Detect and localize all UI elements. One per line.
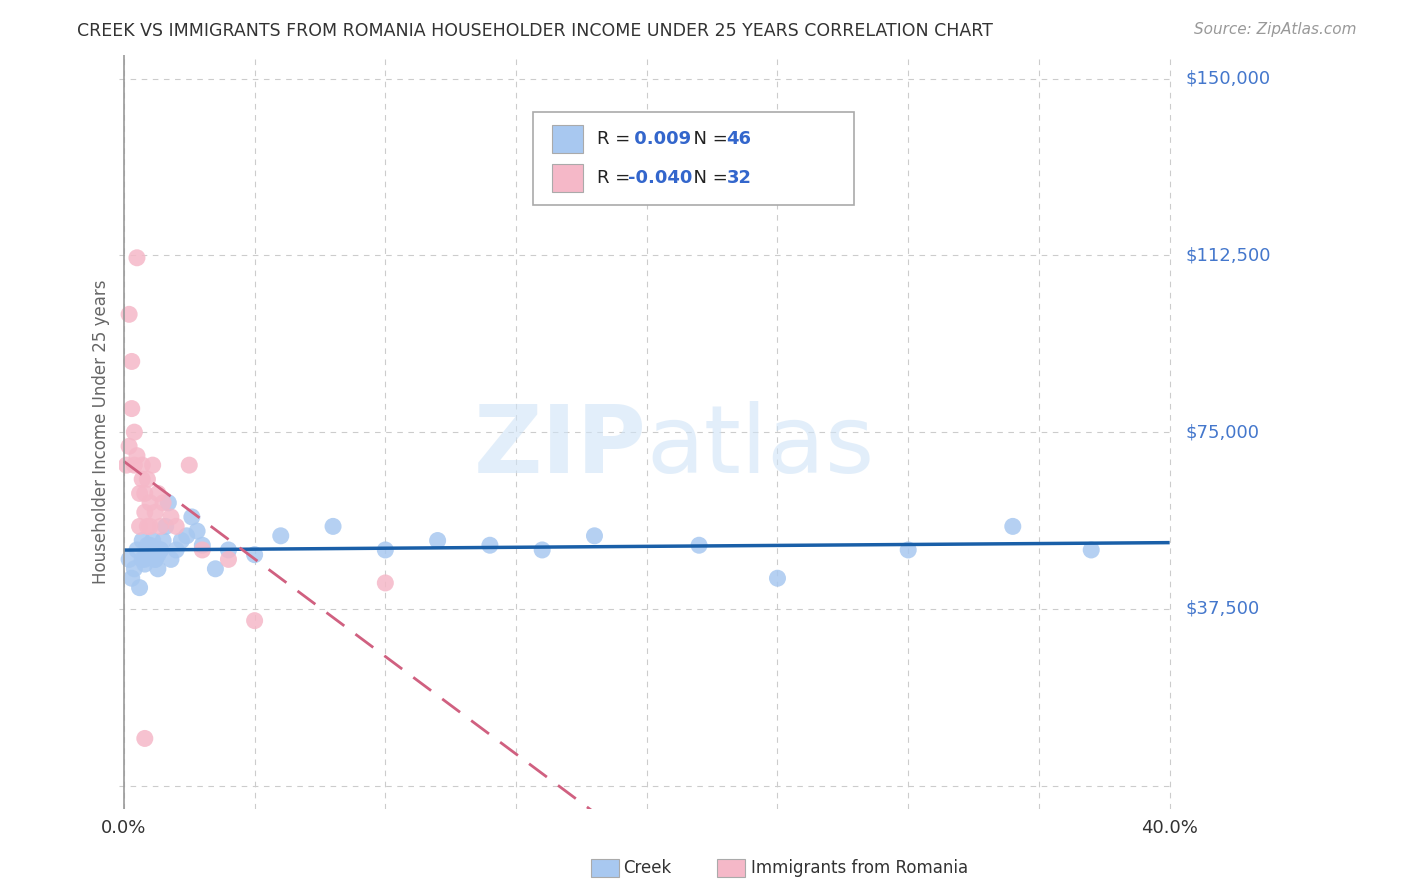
Creek: [155, 519, 177, 533]
Immigrants from Romania: [152, 496, 174, 510]
Creek: [134, 552, 156, 566]
Creek: [191, 538, 214, 552]
Creek: [146, 562, 169, 576]
Immigrants from Romania: [125, 449, 148, 463]
Immigrants from Romania: [243, 614, 266, 628]
Immigrants from Romania: [124, 458, 146, 472]
Creek: [157, 496, 180, 510]
Text: 32: 32: [727, 169, 752, 187]
Creek: [204, 562, 226, 576]
Creek: [897, 543, 920, 558]
Immigrants from Romania: [165, 519, 187, 533]
Text: ZIP: ZIP: [474, 401, 647, 493]
Immigrants from Romania: [139, 496, 162, 510]
Immigrants from Romania: [217, 552, 239, 566]
Creek: [125, 543, 148, 558]
Text: Source: ZipAtlas.com: Source: ZipAtlas.com: [1194, 22, 1357, 37]
Immigrants from Romania: [115, 458, 138, 472]
Creek: [243, 548, 266, 562]
Immigrants from Romania: [131, 458, 153, 472]
Creek: [149, 543, 172, 558]
Text: atlas: atlas: [647, 401, 875, 493]
Immigrants from Romania: [121, 401, 143, 416]
Text: $150,000: $150,000: [1187, 70, 1271, 87]
Creek: [217, 543, 239, 558]
Creek: [478, 538, 501, 552]
Creek: [165, 543, 187, 558]
Creek: [146, 548, 169, 562]
Creek: [149, 543, 172, 558]
Creek: [152, 533, 174, 548]
Creek: [270, 529, 292, 543]
Creek: [688, 538, 710, 552]
Creek: [180, 510, 202, 524]
Immigrants from Romania: [143, 505, 166, 519]
Creek: [139, 538, 162, 552]
Text: 46: 46: [727, 130, 752, 148]
Text: Immigrants from Romania: Immigrants from Romania: [751, 859, 967, 877]
Immigrants from Romania: [134, 505, 156, 519]
Text: N =: N =: [682, 130, 733, 148]
Text: $37,500: $37,500: [1187, 599, 1260, 618]
Creek: [1080, 543, 1102, 558]
Immigrants from Romania: [124, 425, 146, 439]
Creek: [322, 519, 344, 533]
Text: CREEK VS IMMIGRANTS FROM ROMANIA HOUSEHOLDER INCOME UNDER 25 YEARS CORRELATION C: CREEK VS IMMIGRANTS FROM ROMANIA HOUSEHO…: [77, 22, 993, 40]
Immigrants from Romania: [179, 458, 201, 472]
Creek: [170, 533, 193, 548]
Text: 0.009: 0.009: [628, 130, 692, 148]
Creek: [131, 552, 153, 566]
Creek: [124, 562, 146, 576]
Creek: [583, 529, 606, 543]
Creek: [374, 543, 396, 558]
Creek: [186, 524, 208, 538]
Immigrants from Romania: [136, 472, 159, 486]
Y-axis label: Householder Income Under 25 years: Householder Income Under 25 years: [93, 280, 110, 584]
Text: $112,500: $112,500: [1187, 246, 1271, 264]
Immigrants from Romania: [146, 486, 169, 500]
Immigrants from Romania: [128, 519, 150, 533]
Text: -0.040: -0.040: [628, 169, 693, 187]
Creek: [128, 581, 150, 595]
Immigrants from Romania: [118, 439, 141, 453]
Immigrants from Romania: [191, 543, 214, 558]
Creek: [766, 571, 789, 585]
Creek: [134, 557, 156, 571]
Creek: [1001, 519, 1024, 533]
Immigrants from Romania: [139, 519, 162, 533]
Immigrants from Romania: [136, 519, 159, 533]
Immigrants from Romania: [121, 354, 143, 368]
Immigrants from Romania: [134, 731, 156, 746]
Creek: [118, 552, 141, 566]
Creek: [139, 548, 162, 562]
Creek: [142, 543, 165, 558]
Text: Creek: Creek: [623, 859, 671, 877]
Immigrants from Romania: [160, 510, 183, 524]
Immigrants from Romania: [142, 458, 165, 472]
Creek: [160, 552, 183, 566]
Creek: [531, 543, 554, 558]
Creek: [176, 529, 198, 543]
Text: $75,000: $75,000: [1187, 423, 1260, 442]
Creek: [136, 538, 159, 552]
Creek: [136, 543, 159, 558]
Creek: [426, 533, 449, 548]
Immigrants from Romania: [131, 472, 153, 486]
Immigrants from Romania: [374, 576, 396, 591]
Creek: [143, 552, 166, 566]
Immigrants from Romania: [149, 519, 172, 533]
Text: N =: N =: [682, 169, 733, 187]
Immigrants from Romania: [128, 486, 150, 500]
Creek: [142, 533, 165, 548]
Creek: [131, 533, 153, 548]
Immigrants from Romania: [125, 251, 148, 265]
Creek: [121, 571, 143, 585]
Creek: [143, 552, 166, 566]
Immigrants from Romania: [134, 486, 156, 500]
Text: R =: R =: [598, 169, 636, 187]
Text: R =: R =: [598, 130, 636, 148]
Immigrants from Romania: [118, 307, 141, 321]
